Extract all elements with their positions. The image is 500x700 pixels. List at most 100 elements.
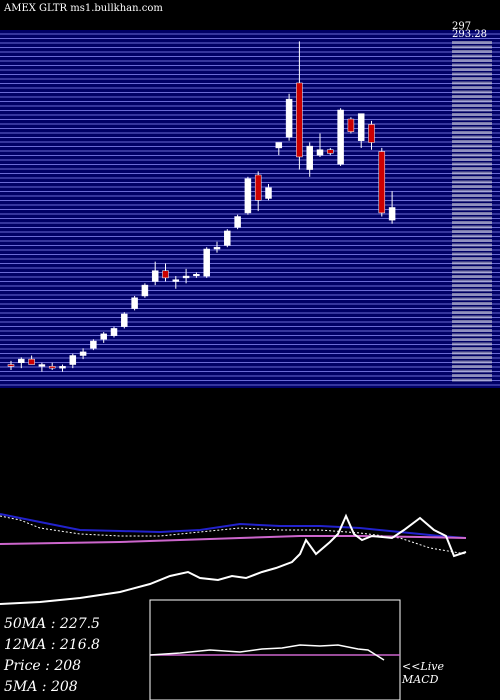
candle-body: [234, 216, 241, 228]
axis-tick-label: [452, 275, 492, 278]
axis-tick-label: [452, 347, 492, 350]
candle-body: [79, 351, 87, 356]
ma12-value: 12MA : 216.8: [4, 637, 100, 653]
axis-tick-label: [452, 45, 492, 49]
axis-tick-label: [452, 162, 492, 166]
axis-tick-label: [452, 324, 492, 328]
candle-body: [59, 366, 66, 369]
axis-tick-label: [452, 171, 492, 175]
axis-tick-label: [452, 302, 492, 305]
axis-tick-label: [452, 131, 492, 134]
axis-tick-label: [452, 63, 492, 67]
axis-tick-label: [452, 293, 492, 296]
candle-body: [69, 355, 77, 365]
price-grid: [0, 33, 500, 386]
axis-tick-label: [452, 266, 492, 269]
axis-tick-label: [452, 284, 492, 287]
axis-tick-label: [452, 140, 492, 143]
axis-tick-label: [452, 315, 492, 319]
candle-body: [306, 145, 313, 170]
candle-body: [378, 151, 386, 214]
axis-tick-label: [452, 351, 492, 355]
axis-tick-label: [452, 50, 492, 53]
ma-line-magenta: [0, 535, 467, 545]
axis-tick-label: [452, 374, 492, 377]
axis-tick-label: [452, 270, 492, 274]
candle-body: [337, 109, 344, 165]
axis-tick-label: [452, 117, 492, 121]
candle-body: [368, 124, 375, 143]
axis-tick-label: [452, 194, 492, 197]
macd-panel: [149, 599, 401, 700]
axis-tick-label: [452, 342, 492, 346]
candle-body: [244, 178, 252, 214]
axis-tick-label: [452, 185, 492, 188]
axis-tick-label: [452, 144, 492, 148]
axis-tick-label: [452, 203, 492, 206]
axis-tick-label: [452, 288, 492, 292]
candle-body: [275, 142, 283, 149]
price-axis-labels: [452, 41, 492, 382]
candle-body: [224, 230, 231, 246]
candle-body: [48, 366, 56, 369]
macd-line: [149, 644, 385, 661]
axis-tick-label: [452, 90, 492, 94]
candle-body: [151, 270, 159, 282]
axis-tick-label: [452, 333, 492, 337]
axis-tick-label: [452, 297, 492, 301]
axis-tick-label: [452, 207, 492, 211]
axis-tick-label: [452, 135, 492, 139]
candle-body: [141, 284, 149, 297]
axis-tick-label: [452, 234, 492, 238]
axis-tick-label: [452, 95, 492, 98]
candle-body: [38, 364, 46, 367]
axis-tick-label: [452, 113, 492, 116]
axis-tick-label: [452, 86, 492, 89]
axis-tick-label: [452, 369, 492, 373]
axis-tick-label: [452, 306, 492, 310]
axis-tick-label: [452, 257, 492, 260]
axis-tick-label: [452, 41, 492, 44]
axis-tick-label: [452, 72, 492, 76]
axis-tick-label: [452, 378, 492, 382]
axis-tick-label: [452, 261, 492, 265]
macd-label-live: <<Live: [402, 660, 444, 673]
axis-tick-label: [452, 108, 492, 112]
candle-body: [110, 328, 118, 336]
axis-tick-label: [452, 77, 492, 80]
candle-body: [254, 174, 262, 201]
price-line: [0, 513, 467, 605]
axis-tick-label: [452, 59, 492, 62]
price-axis-label-second: 293.28: [452, 29, 487, 40]
candle-body: [327, 149, 334, 154]
axis-tick-label: [452, 81, 492, 85]
axis-tick-label: [452, 126, 492, 130]
axis-tick-label: [452, 149, 492, 152]
axis-tick-label: [452, 180, 492, 184]
axis-tick-label: [452, 212, 492, 215]
axis-tick-label: [452, 176, 492, 179]
axis-tick-label: [452, 279, 492, 283]
candle-body: [18, 358, 25, 363]
candle-body: [357, 113, 365, 141]
axis-tick-label: [452, 225, 492, 229]
axis-tick-label: [452, 248, 492, 251]
chart-title: AMEX GLTR ms1.bullkhan.com: [4, 3, 163, 14]
axis-tick-label: [452, 68, 492, 71]
candle-body: [285, 98, 293, 138]
ma50-value: 50MA : 227.5: [4, 616, 100, 632]
axis-tick-label: [452, 99, 492, 103]
price-axis-label-top: 297: [452, 21, 471, 32]
axis-tick-label: [452, 216, 492, 220]
axis-tick-label: [452, 252, 492, 256]
macd-frame: [149, 599, 401, 700]
axis-tick-label: [452, 221, 492, 224]
axis-tick-label: [452, 338, 492, 341]
axis-tick-label: [452, 356, 492, 359]
axis-tick-label: [452, 329, 492, 332]
candle-body: [388, 207, 396, 221]
axis-tick-label: [452, 198, 492, 202]
axis-tick-label: [452, 320, 492, 323]
candle-body: [28, 358, 35, 365]
